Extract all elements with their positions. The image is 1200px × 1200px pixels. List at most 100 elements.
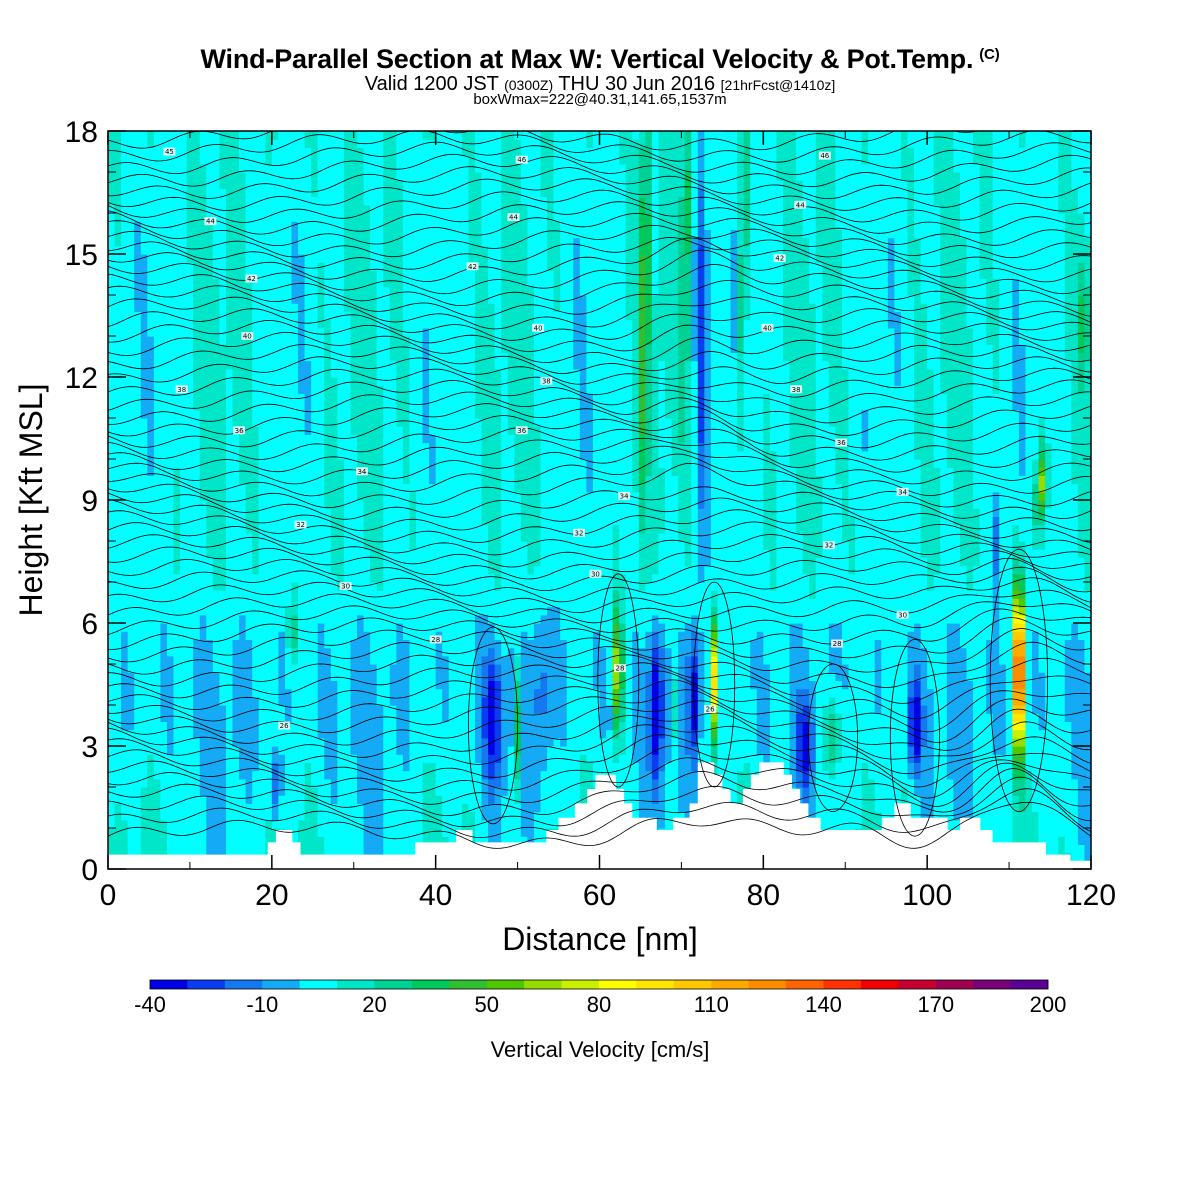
field-cell: [173, 705, 181, 714]
field-cell: [232, 368, 240, 378]
field-cell: [429, 360, 437, 370]
field-cell: [409, 680, 417, 690]
field-cell: [271, 737, 279, 747]
field-cell: [337, 327, 345, 337]
field-cell: [317, 819, 325, 829]
field-cell: [317, 508, 325, 517]
field-cell: [166, 467, 175, 476]
field-cell: [232, 270, 240, 280]
field-cell: [416, 549, 424, 558]
field-cell: [127, 655, 135, 665]
field-cell: [180, 664, 188, 673]
field-cell: [258, 450, 266, 460]
field-cell: [284, 762, 293, 772]
field-cell: [330, 434, 338, 444]
field-cell: [225, 344, 234, 353]
field-cell: [147, 631, 155, 640]
field-cell: [442, 459, 450, 468]
field-cell: [350, 188, 358, 198]
field-cell: [265, 836, 273, 845]
field-cell: [265, 426, 273, 435]
field-cell: [258, 582, 266, 591]
field-cell: [317, 311, 325, 321]
field-cell: [258, 377, 266, 386]
field-cell: [304, 598, 312, 608]
field-cell: [409, 352, 417, 362]
field-cell: [160, 393, 168, 403]
field-cell: [448, 688, 456, 698]
field-cell: [304, 377, 312, 386]
field-cell: [343, 147, 352, 157]
field-cell: [140, 254, 148, 263]
field-cell: [468, 696, 476, 706]
field-cell: [108, 582, 116, 591]
field-cell: [402, 803, 411, 813]
field-cell: [206, 467, 214, 476]
field-cell: [389, 426, 397, 435]
field-cell: [166, 270, 175, 280]
field-cell: [219, 811, 227, 821]
field-cell: [324, 188, 332, 198]
field-cell: [304, 828, 312, 837]
field-cell: [127, 573, 135, 583]
field-cell: [324, 491, 332, 501]
field-cell: [108, 213, 116, 222]
field-cell: [147, 434, 155, 444]
field-cell: [409, 434, 417, 444]
field-cell: [219, 450, 227, 460]
field-cell: [114, 803, 122, 813]
field-cell: [180, 147, 188, 157]
field-cell: [429, 245, 437, 255]
field-cell: [140, 721, 148, 731]
field-cell: [153, 311, 162, 321]
field-cell: [337, 467, 345, 476]
field-cell: [448, 516, 456, 526]
field-cell: [402, 639, 411, 649]
field-cell: [311, 237, 319, 247]
field-cell: [337, 360, 345, 370]
field-cell: [134, 327, 142, 337]
field-cell: [239, 541, 247, 550]
field-cell: [206, 516, 214, 526]
field-cell: [291, 491, 299, 501]
field-cell: [239, 131, 247, 140]
field-cell: [265, 131, 273, 140]
field-cell: [271, 327, 279, 337]
field-cell: [337, 778, 345, 788]
field-cell: [252, 631, 260, 640]
field-cell: [193, 787, 201, 796]
field-cell: [343, 680, 352, 690]
field-cell: [376, 434, 384, 444]
field-cell: [153, 368, 162, 378]
field-cell: [193, 327, 201, 337]
field-cell: [435, 295, 443, 304]
field-cell: [121, 188, 129, 198]
field-cell: [173, 245, 181, 255]
field-cell: [232, 311, 240, 321]
field-cell: [232, 344, 240, 353]
field-cell: [284, 221, 293, 230]
field-cell: [298, 360, 306, 370]
field-cell: [127, 254, 135, 263]
field-cell: [245, 163, 253, 173]
field-cell: [402, 147, 411, 157]
field-cell: [252, 541, 260, 550]
field-cell: [180, 450, 188, 460]
field-cell: [442, 762, 450, 772]
field-cell: [284, 590, 293, 599]
field-cell: [199, 352, 207, 362]
field-cell: [186, 573, 194, 583]
field-cell: [166, 172, 175, 181]
field-cell: [206, 418, 214, 427]
field-cell: [134, 557, 142, 567]
field-cell: [461, 131, 470, 140]
field-cell: [337, 508, 345, 517]
field-cell: [180, 787, 188, 796]
field-cell: [108, 262, 116, 271]
field-cell: [337, 688, 345, 698]
field-cell: [357, 368, 365, 378]
field-cell: [317, 196, 325, 206]
field-cell: [416, 770, 424, 780]
field-cell: [461, 705, 470, 714]
field-cell: [239, 614, 247, 624]
